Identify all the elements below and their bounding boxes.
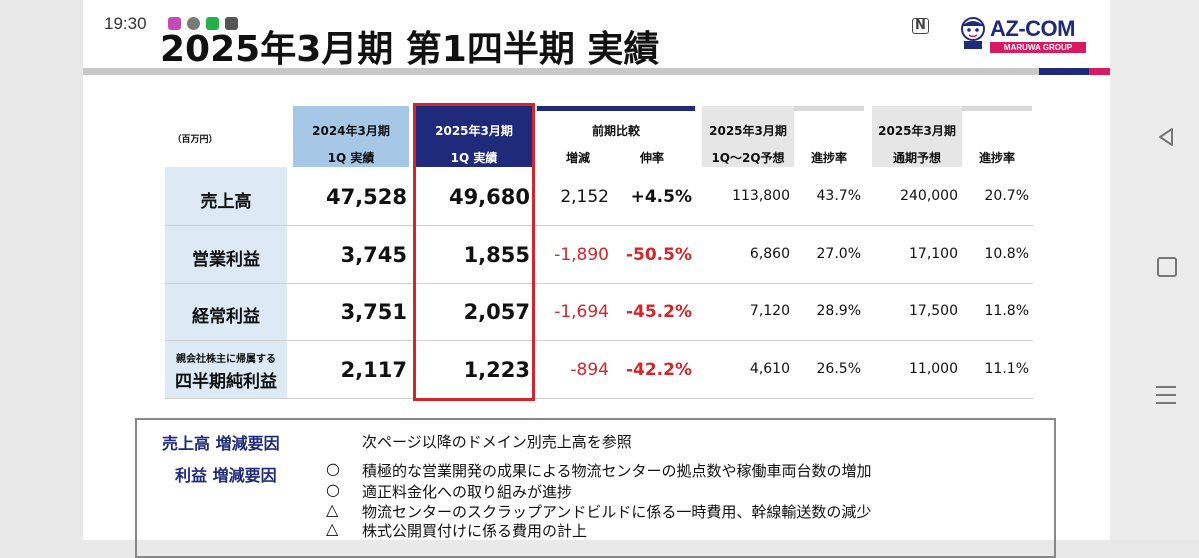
prev-1q-value: 47,528: [325, 185, 407, 209]
yoy-rate-value: -45.2%: [625, 302, 692, 322]
yoy-diff-value: -1,694: [554, 302, 609, 322]
h1-progress-value: 26.5%: [816, 361, 861, 377]
h1-progress-header: 進捗率: [810, 151, 847, 165]
row-label-net-income: 四半期純利益: [175, 372, 277, 392]
row-divider: [165, 225, 1033, 226]
cur-1q-value: 49,680: [448, 185, 530, 209]
h1-progress-value: 27.0%: [816, 246, 861, 262]
profit-factor-item: 物流センターのスクラップアンドビルドに係る一時費用、幹線輸送数の減少: [362, 503, 872, 521]
fy-progress-header-bar: [962, 106, 1032, 111]
fy-forecast-value: 11,000: [909, 361, 958, 377]
fy-header-line1: 2025年3月期: [878, 124, 956, 138]
cur-1q-value: 1,223: [463, 358, 530, 382]
unit-label: （百万円）: [172, 135, 218, 145]
logo-mascot-icon: [961, 17, 985, 49]
notification-icon: [187, 17, 200, 30]
fy-progress-value: 11.1%: [984, 361, 1029, 377]
navigation-bar: [1110, 0, 1199, 540]
row-label-net-income-note: 親会社株主に帰属する: [176, 354, 276, 365]
h1-forecast-value: 7,120: [749, 303, 790, 319]
fy-header-line2: 通期予想: [892, 151, 941, 165]
prev-1q-value: 3,745: [340, 243, 407, 267]
yoy-group-header: 前期比較: [591, 124, 640, 138]
profit-factor-item: 株式公開買付けに係る費用の計上: [362, 522, 588, 540]
prev-1q-header-line2: 1Q 実績: [327, 151, 375, 165]
yoy-header-bar: [537, 106, 695, 111]
row-divider: [165, 398, 1033, 399]
current-quarter-highlight: [413, 103, 535, 401]
cur-1q-header: [416, 106, 532, 167]
prev-1q-header: [293, 106, 409, 167]
profit-factor-item: 適正料金化への取り組みが進捗: [362, 483, 573, 501]
cur-1q-header-line1: 2025年3月期: [435, 124, 513, 138]
app-notification-icon: [168, 17, 181, 30]
fy-forecast-value: 240,000: [900, 188, 958, 204]
h1-progress-value: 28.9%: [816, 303, 861, 319]
fy-progress-value: 20.7%: [984, 188, 1029, 204]
settings-icon: [225, 17, 238, 30]
fy-forecast-value: 17,100: [909, 246, 958, 262]
h1-forecast-value: 113,800: [732, 188, 790, 204]
logo-subtitle: MARUWA GROUP: [990, 42, 1086, 53]
cur-1q-value: 1,855: [463, 243, 530, 267]
h1-progress-value: 43.7%: [816, 188, 861, 204]
yoy-diff-header: 増減: [565, 151, 590, 165]
cur-1q-value: 2,057: [463, 300, 530, 324]
h1-forecast-value: 6,860: [749, 246, 790, 262]
prev-1q-value: 3,751: [340, 300, 407, 324]
yoy-diff-value: 2,152: [560, 187, 609, 207]
company-logo: AZ-COM MARUWA GROUP: [958, 16, 1088, 56]
yoy-rate-header: 伸率: [639, 151, 664, 165]
h1-forecast-header-bg: [702, 106, 794, 167]
h1-header-line2: 1Q～2Q予想: [711, 151, 785, 165]
title-rule-accent-navy: [1039, 68, 1089, 75]
page-title: 2025年3月期 第1四半期 実績: [160, 29, 660, 70]
negative-mark: △: [326, 500, 339, 519]
negative-mark: △: [326, 519, 339, 538]
row-label-ordinary-profit: 経常利益: [192, 307, 260, 327]
fy-forecast-header-bg: [872, 106, 962, 167]
yoy-rate-value: +4.5%: [630, 187, 692, 207]
yoy-rate-value: -42.2%: [625, 360, 692, 380]
h1-header-line1: 2025年3月期: [709, 124, 787, 138]
recent-apps-icon[interactable]: [1156, 386, 1176, 410]
prev-1q-value: 2,117: [340, 358, 407, 382]
sales-factors-text: 次ページ以降のドメイン別売上高を参照: [362, 433, 632, 451]
back-icon[interactable]: [1156, 127, 1176, 147]
status-icons: [168, 17, 238, 30]
h1-progress-header-bar: [794, 106, 864, 111]
nfc-icon: N: [912, 18, 929, 34]
title-rule: [83, 68, 1039, 75]
yoy-diff-value: -894: [570, 360, 609, 380]
prev-1q-header-line1: 2024年3月期: [312, 124, 390, 138]
row-label-operating-profit: 営業利益: [192, 250, 260, 270]
fy-progress-header: 進捗率: [978, 151, 1015, 165]
h1-forecast-value: 4,610: [749, 361, 790, 377]
sales-factors-heading: 売上高 増減要因: [162, 434, 280, 453]
fy-progress-value: 11.8%: [984, 303, 1029, 319]
yoy-rate-value: -50.5%: [625, 245, 692, 265]
row-divider: [165, 283, 1033, 284]
line-app-icon: [206, 17, 219, 30]
positive-mark: ○: [326, 459, 340, 478]
row-divider: [165, 340, 1033, 341]
fy-forecast-value: 17,500: [909, 303, 958, 319]
logo-name: AZ-COM: [990, 16, 1075, 41]
yoy-diff-value: -1,890: [554, 245, 609, 265]
title-rule-accent-pink: [1089, 68, 1110, 75]
positive-mark: ○: [326, 480, 340, 499]
home-icon[interactable]: [1157, 257, 1177, 277]
fy-progress-value: 10.8%: [984, 246, 1029, 262]
cur-1q-header-line2: 1Q 実績: [450, 151, 498, 165]
row-label-sales: 売上高: [200, 192, 252, 212]
profit-factor-item: 積極的な営業開発の成果による物流センターの拠点数や稼働車両台数の増加: [362, 462, 872, 480]
profit-factors-heading: 利益 増減要因: [175, 466, 277, 485]
status-time: 19:30: [104, 14, 147, 33]
